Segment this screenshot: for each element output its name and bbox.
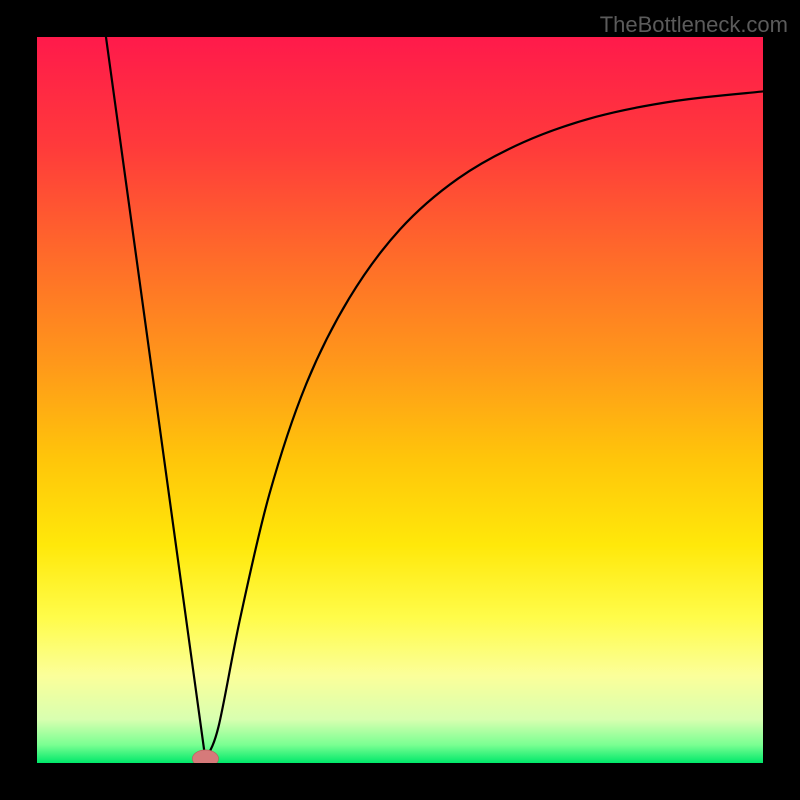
plot-area: [37, 37, 763, 763]
watermark-text: TheBottleneck.com: [600, 12, 788, 38]
gradient-background: [37, 37, 763, 763]
chart-svg: [37, 37, 763, 763]
chart-container: TheBottleneck.com: [0, 0, 800, 800]
